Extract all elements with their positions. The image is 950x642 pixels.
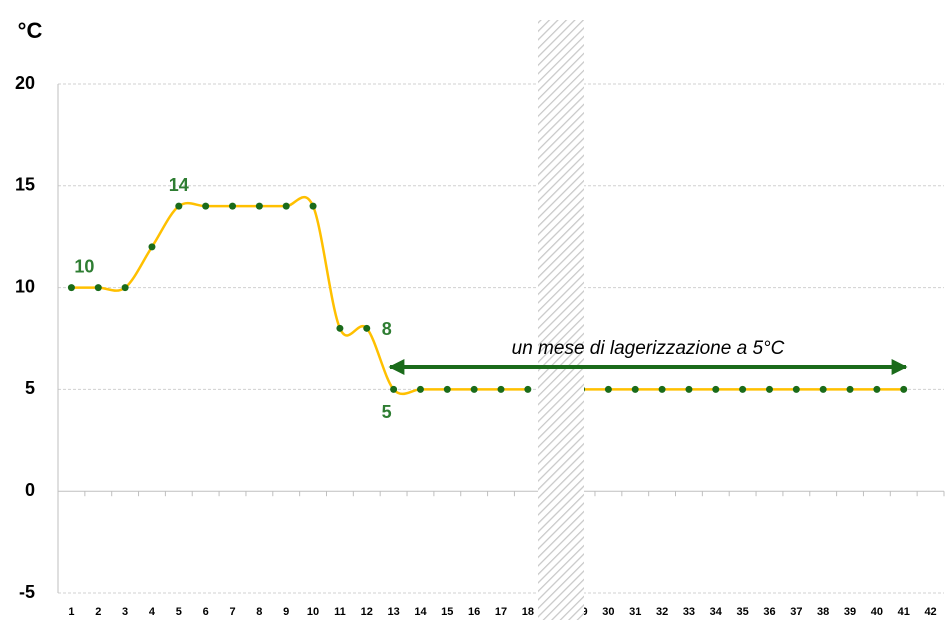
x-tick-label: 13 — [387, 606, 399, 618]
data-point — [309, 202, 317, 210]
data-point — [202, 202, 210, 210]
data-point — [121, 284, 129, 292]
data-point — [282, 202, 290, 210]
data-point — [846, 385, 854, 393]
y-tick-label: -5 — [19, 582, 35, 602]
x-tick-label: 8 — [256, 606, 262, 618]
data-point — [712, 385, 720, 393]
data-point — [255, 202, 263, 210]
x-tick-label: 32 — [656, 606, 668, 618]
data-point — [819, 385, 827, 393]
x-tick-label: 39 — [844, 606, 856, 618]
data-point — [175, 202, 183, 210]
data-point — [765, 385, 773, 393]
data-point — [94, 284, 102, 292]
x-tick-label: 9 — [283, 606, 289, 618]
x-tick-label: 33 — [683, 606, 695, 618]
x-tick-label: 18 — [522, 606, 534, 618]
x-tick-label: 12 — [361, 606, 373, 618]
data-point — [739, 385, 747, 393]
data-point — [229, 202, 237, 210]
data-point — [873, 385, 881, 393]
x-tick-label: 15 — [441, 606, 453, 618]
x-tick-label: 14 — [414, 606, 427, 618]
x-tick-label: 3 — [122, 606, 128, 618]
data-point — [685, 385, 693, 393]
x-tick-label: 10 — [307, 606, 319, 618]
y-tick-label: 15 — [15, 175, 35, 195]
x-tick-label: 5 — [176, 606, 182, 618]
x-tick-label: 7 — [229, 606, 235, 618]
data-point — [363, 324, 371, 332]
x-tick-label: 30 — [602, 606, 614, 618]
x-tick-label: 6 — [203, 606, 209, 618]
data-point — [416, 385, 424, 393]
data-point — [470, 385, 478, 393]
data-point — [336, 324, 344, 332]
data-label: 5 — [382, 402, 392, 422]
x-tick-label: 38 — [817, 606, 829, 618]
x-tick-label: 35 — [737, 606, 749, 618]
y-tick-label: 10 — [15, 276, 35, 296]
x-tick-label: 36 — [763, 606, 775, 618]
x-tick-label: 40 — [871, 606, 883, 618]
x-tick-label: 17 — [495, 606, 507, 618]
y-unit: °C — [18, 18, 43, 43]
annotation: un mese di lagerizzazione a 5°C — [512, 338, 785, 359]
x-tick-label: 42 — [924, 606, 936, 618]
data-point — [390, 385, 398, 393]
x-tick-label: 11 — [334, 606, 346, 618]
x-tick-label: 37 — [790, 606, 802, 618]
data-label: 10 — [74, 256, 94, 276]
axis-break — [538, 20, 584, 620]
data-point — [148, 243, 156, 251]
x-tick-label: 1 — [68, 606, 74, 618]
data-point — [792, 385, 800, 393]
data-point — [604, 385, 612, 393]
data-point — [524, 385, 532, 393]
y-tick-label: 5 — [25, 378, 35, 398]
data-point — [443, 385, 451, 393]
data-point — [658, 385, 666, 393]
x-tick-label: 4 — [149, 606, 156, 618]
data-point — [631, 385, 639, 393]
x-tick-label: 2 — [95, 606, 101, 618]
series-line — [71, 195, 528, 396]
x-tick-label: 34 — [710, 606, 723, 618]
x-tick-label: 16 — [468, 606, 480, 618]
data-label: 8 — [382, 319, 392, 339]
data-point — [497, 385, 505, 393]
y-tick-label: 0 — [25, 480, 35, 500]
data-label: 14 — [169, 175, 189, 195]
data-point — [900, 385, 908, 393]
data-point — [67, 284, 75, 292]
y-tick-label: 20 — [15, 73, 35, 93]
x-tick-label: 41 — [898, 606, 910, 618]
x-tick-label: 31 — [629, 606, 641, 618]
